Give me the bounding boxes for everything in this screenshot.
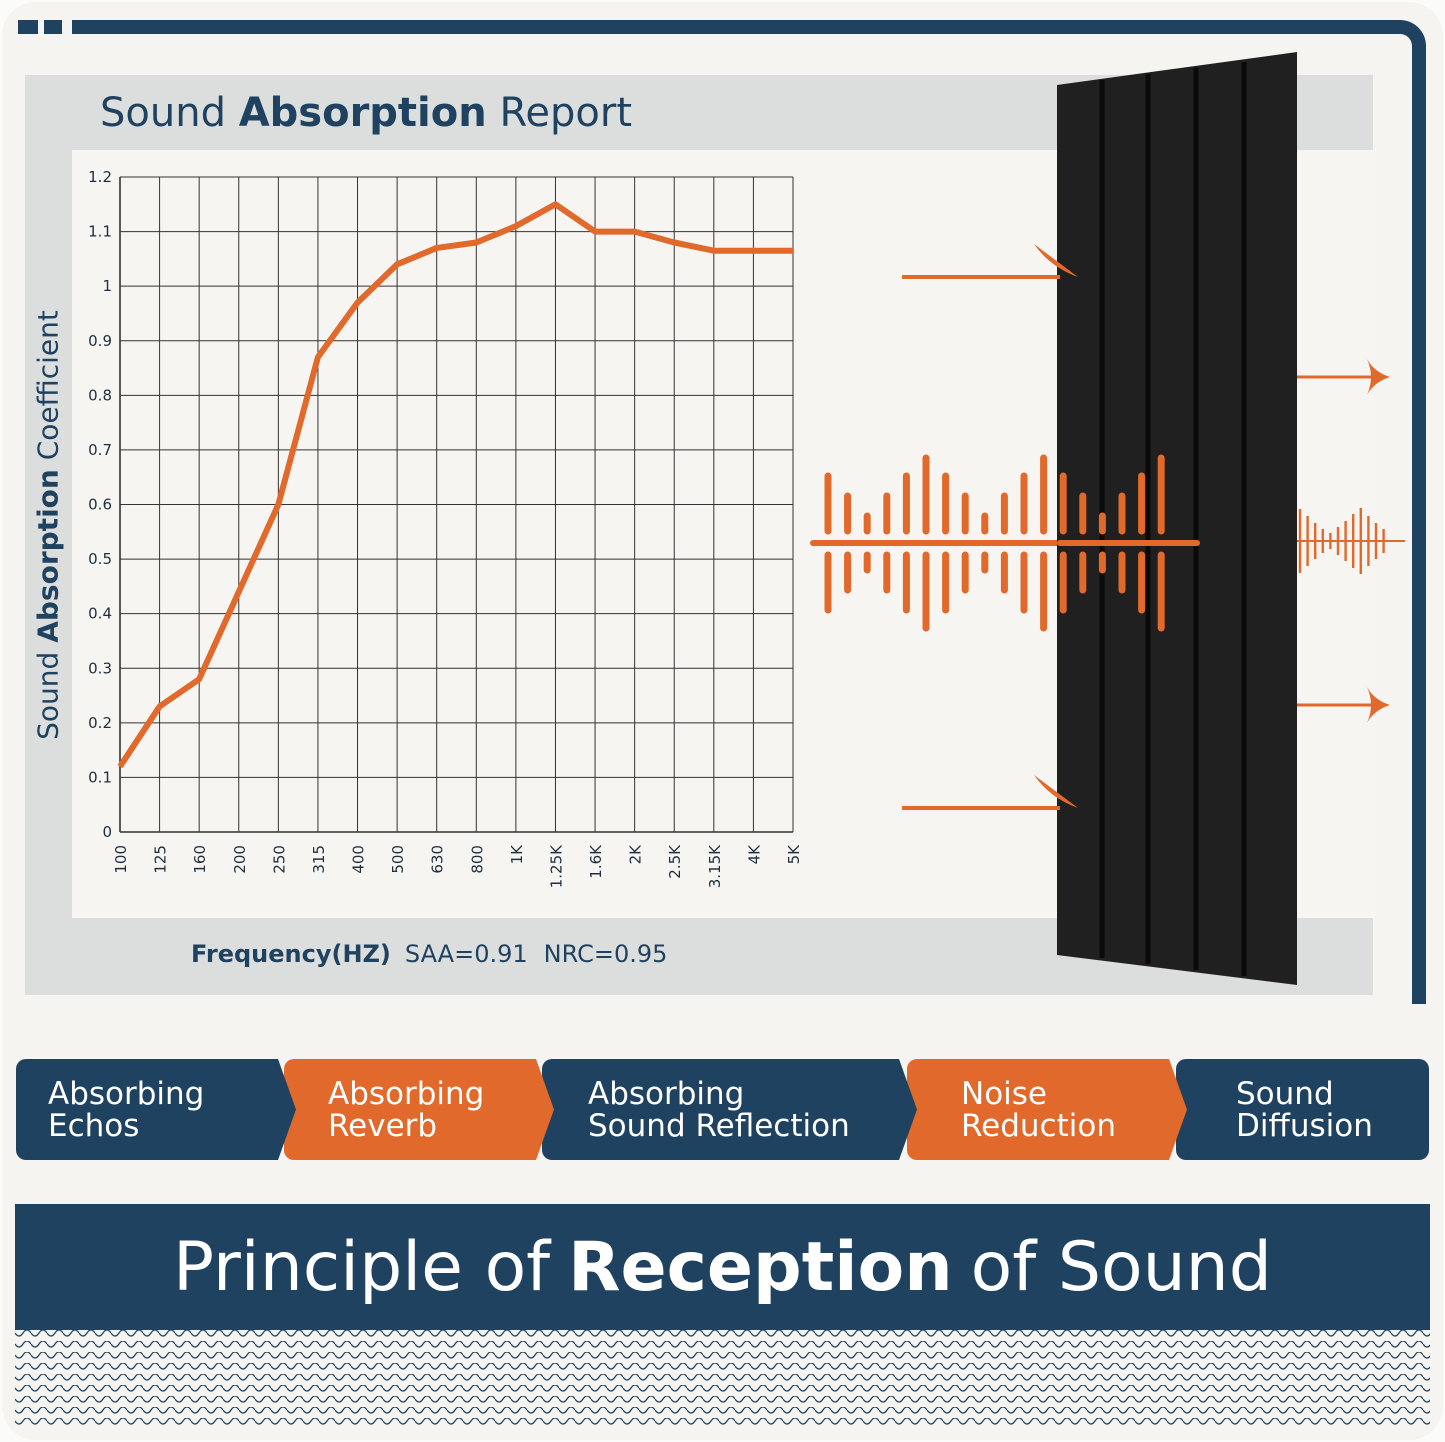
y-tick-label: 1.1 xyxy=(88,223,112,241)
frequency-stats: Frequency(HZ) SAA=0.91 NRC=0.95 xyxy=(191,940,667,968)
feature-noise-reduction: Noise Reduction xyxy=(907,1059,1187,1160)
x-tick-label: 1.25K xyxy=(547,844,565,888)
arrow-head-icon xyxy=(1034,244,1078,277)
decor-square xyxy=(44,20,62,34)
nrc-value: NRC=0.95 xyxy=(543,940,668,968)
absorption-line xyxy=(117,201,793,769)
y-tick-label: 0.7 xyxy=(88,441,112,459)
feature-absorbing-reverb: Absorbing Reverb xyxy=(284,1059,554,1160)
x-tick-label: 3.15K xyxy=(706,844,724,888)
x-tick-label: 2K xyxy=(627,844,645,865)
arrow-head-icon xyxy=(1034,775,1078,808)
x-tick-label: 1K xyxy=(508,844,526,865)
x-tick-label: 5K xyxy=(785,844,803,865)
x-tick-label: 160 xyxy=(191,845,209,874)
y-tick-label: 0.2 xyxy=(88,714,112,732)
y-tick-label: 1 xyxy=(102,277,112,295)
principle-banner: Principle of Reception of Sound xyxy=(15,1204,1430,1330)
x-tick-label: 250 xyxy=(270,845,288,874)
x-tick-label: 2.5K xyxy=(666,844,684,879)
x-axis-label: Frequency(HZ) xyxy=(191,940,391,968)
y-tick-label: 0 xyxy=(102,823,112,841)
x-tick-label: 125 xyxy=(152,845,170,874)
x-tick-label: 500 xyxy=(389,845,407,874)
feature-absorbing-sound-reflection: Absorbing Sound Reflection xyxy=(542,1059,917,1160)
acoustic-panel xyxy=(1057,52,1297,985)
y-tick-label: 1.2 xyxy=(88,168,112,186)
feature-sound-diffusion: Sound Diffusion xyxy=(1176,1059,1429,1160)
x-tick-label: 100 xyxy=(112,845,130,874)
x-tick-label: 4K xyxy=(745,844,763,865)
x-tick-label: 200 xyxy=(231,845,249,874)
y-tick-label: 0.3 xyxy=(88,659,112,677)
y-tick-label: 0.6 xyxy=(88,496,112,514)
x-tick-label: 315 xyxy=(310,845,328,874)
arrow-head-icon xyxy=(1367,687,1390,723)
y-tick-label: 0.1 xyxy=(88,768,112,786)
saa-value: SAA=0.91 xyxy=(404,940,528,968)
y-tick-label: 0.4 xyxy=(88,605,112,623)
x-tick-label: 800 xyxy=(468,845,486,874)
arrow-head-icon xyxy=(1367,359,1390,395)
x-tick-label: 1.6K xyxy=(587,844,605,879)
y-tick-label: 0.5 xyxy=(88,550,112,568)
y-tick-label: 0.8 xyxy=(88,386,112,404)
x-tick-label: 400 xyxy=(350,845,368,874)
panel-body xyxy=(1057,52,1297,985)
y-tick-label: 0.9 xyxy=(88,332,112,350)
frame-border xyxy=(72,20,1426,1004)
feature-absorbing-echos: Absorbing Echos xyxy=(16,1059,296,1160)
x-tick-label: 630 xyxy=(429,845,447,874)
decor-square xyxy=(18,20,38,34)
report-title: Sound Absorption Report xyxy=(100,90,633,136)
wave-pattern xyxy=(15,1330,1430,1428)
